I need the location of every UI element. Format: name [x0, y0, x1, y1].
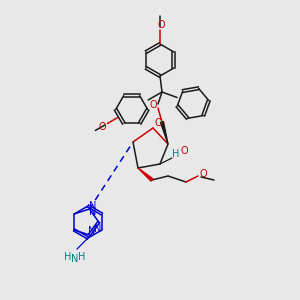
Text: O: O: [157, 20, 165, 30]
Text: H: H: [172, 149, 180, 159]
Text: H: H: [64, 252, 72, 262]
Text: O: O: [98, 122, 106, 131]
Polygon shape: [138, 168, 153, 181]
Text: N: N: [89, 207, 96, 217]
Text: N: N: [94, 224, 101, 234]
Text: O: O: [154, 118, 162, 128]
Text: N: N: [89, 201, 97, 211]
Polygon shape: [160, 122, 168, 144]
Text: N: N: [88, 226, 95, 236]
Text: O: O: [149, 100, 157, 110]
Text: N: N: [71, 254, 79, 264]
Text: O: O: [180, 146, 188, 156]
Text: H: H: [78, 252, 86, 262]
Text: O: O: [199, 169, 207, 179]
